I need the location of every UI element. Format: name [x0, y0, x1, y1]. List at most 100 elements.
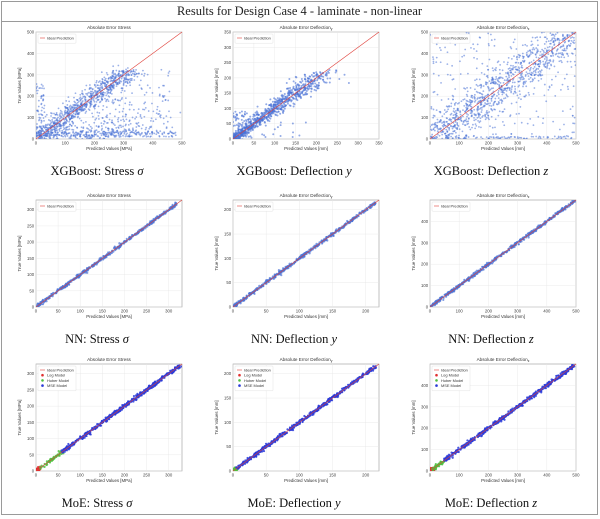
data-point	[121, 89, 123, 91]
data-point	[467, 123, 469, 125]
data-point	[494, 98, 496, 100]
data-point	[45, 142, 47, 144]
data-point	[493, 94, 495, 96]
data-point	[133, 75, 135, 77]
data-point	[65, 100, 67, 102]
data-point	[460, 73, 462, 75]
y-tick-label: 200	[224, 75, 232, 80]
data-point	[475, 137, 477, 139]
data-point	[260, 113, 262, 115]
data-point	[515, 62, 517, 64]
data-point	[506, 79, 508, 81]
data-point	[152, 120, 154, 122]
data-point	[140, 116, 142, 118]
data-point	[49, 137, 51, 139]
data-point	[475, 119, 477, 121]
data-point	[264, 109, 266, 111]
data-point	[479, 97, 481, 99]
data-point	[102, 93, 104, 95]
data-point	[44, 105, 46, 107]
data-point	[536, 51, 538, 53]
data-point	[309, 87, 311, 89]
data-point	[295, 86, 297, 88]
data-point	[46, 114, 48, 116]
data-point	[113, 102, 115, 104]
data-point	[130, 123, 132, 125]
data-point	[57, 138, 59, 140]
data-point	[479, 79, 481, 81]
data-point	[159, 110, 161, 112]
data-point	[99, 137, 101, 139]
data-point	[423, 142, 425, 144]
data-point	[236, 117, 238, 119]
data-point	[456, 113, 458, 115]
data-point	[101, 134, 103, 136]
data-point	[56, 128, 58, 130]
data-point	[491, 116, 493, 118]
data-point	[34, 304, 36, 306]
data-point	[138, 122, 140, 124]
data-point	[71, 121, 73, 123]
data-point	[465, 138, 467, 140]
data-point	[70, 109, 72, 111]
data-point	[60, 135, 62, 137]
data-point	[444, 122, 446, 124]
data-point	[571, 131, 573, 133]
data-point	[80, 120, 82, 122]
data-point	[114, 135, 116, 137]
data-point	[34, 131, 36, 133]
data-point	[431, 134, 433, 136]
data-point	[103, 94, 105, 96]
data-point	[561, 54, 563, 56]
data-point	[94, 131, 96, 133]
data-point	[273, 111, 275, 113]
data-point	[134, 130, 136, 132]
data-point	[490, 105, 492, 107]
data-point	[246, 125, 248, 127]
data-point	[265, 103, 267, 105]
data-point	[576, 29, 578, 31]
data-point	[481, 109, 483, 111]
data-point	[514, 136, 516, 138]
data-point	[490, 108, 492, 110]
data-point	[479, 121, 481, 123]
data-point	[283, 106, 285, 108]
data-point	[317, 85, 319, 87]
data-point	[502, 111, 504, 113]
data-point	[119, 111, 121, 113]
data-point	[466, 105, 468, 107]
data-point	[478, 113, 480, 115]
data-point	[85, 106, 87, 108]
data-point	[531, 74, 533, 76]
data-point	[537, 68, 539, 70]
data-point	[507, 96, 509, 98]
data-point	[80, 136, 82, 138]
data-point	[98, 112, 100, 114]
data-point	[41, 128, 43, 130]
data-point	[491, 100, 493, 102]
data-point	[424, 127, 426, 129]
data-point	[512, 82, 514, 84]
data-point	[158, 135, 160, 137]
data-point	[571, 30, 573, 32]
caption-symbol: z	[543, 164, 548, 178]
x-tick-label: 300	[514, 141, 522, 146]
y-axis-label: True Values [MPa]	[17, 236, 22, 272]
data-point	[550, 55, 552, 57]
data-point	[563, 136, 565, 138]
data-point	[165, 99, 167, 101]
chart-legend: Ideal Prediction	[432, 34, 470, 43]
data-point	[487, 94, 489, 96]
y-tick-label: 200	[27, 94, 35, 99]
data-point	[115, 108, 117, 110]
data-point	[504, 79, 506, 81]
data-point	[301, 85, 303, 87]
x-tick-label: 300	[165, 309, 173, 314]
data-point	[441, 122, 443, 124]
chart-title-subscript: y	[331, 27, 333, 31]
data-point	[427, 133, 429, 135]
data-point	[549, 23, 551, 25]
data-point	[480, 136, 482, 138]
